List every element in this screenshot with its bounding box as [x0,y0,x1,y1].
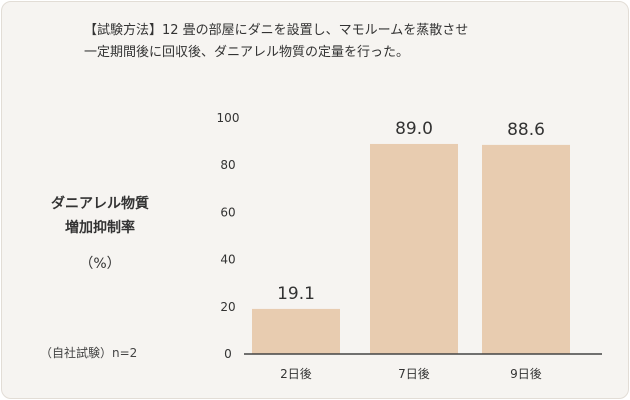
bar [482,144,570,354]
y-axis-label-line-2: 増加抑制率 [65,220,135,236]
test-method-line-2: 一定期間後に回収後、ダニアレル物質の定量を行った。 [84,45,410,60]
y-tick-label: 40 [220,253,235,267]
y-tick-label: 0 [224,347,232,361]
test-note: （自社試験）n=2 [40,346,138,360]
y-tick-label: 20 [220,300,235,314]
bar [252,308,340,354]
bar-value-label: 89.0 [395,119,433,139]
x-category-label: 9日後 [510,367,542,381]
y-axis-label: ダニアレル物質 増加抑制率 （%） [40,192,160,276]
bar-value-label: 88.6 [507,120,545,140]
bar-value-label: 19.1 [277,284,315,304]
y-axis-unit: （%） [79,256,121,272]
test-method-line-1: 【試験方法】12 畳の部屋にダニを設置し、マモルームを蒸散させ [84,23,469,38]
x-category-label: 2日後 [280,367,312,381]
y-tick-label: 60 [220,205,235,219]
test-method-description: 【試験方法】12 畳の部屋にダニを設置し、マモルームを蒸散させ 一定期間後に回収… [84,20,604,64]
y-tick-label: 80 [220,158,235,172]
bar [370,143,458,354]
y-axis-label-line-1: ダニアレル物質 [51,196,149,212]
x-category-label: 7日後 [398,367,430,381]
y-tick-label: 100 [217,111,240,125]
